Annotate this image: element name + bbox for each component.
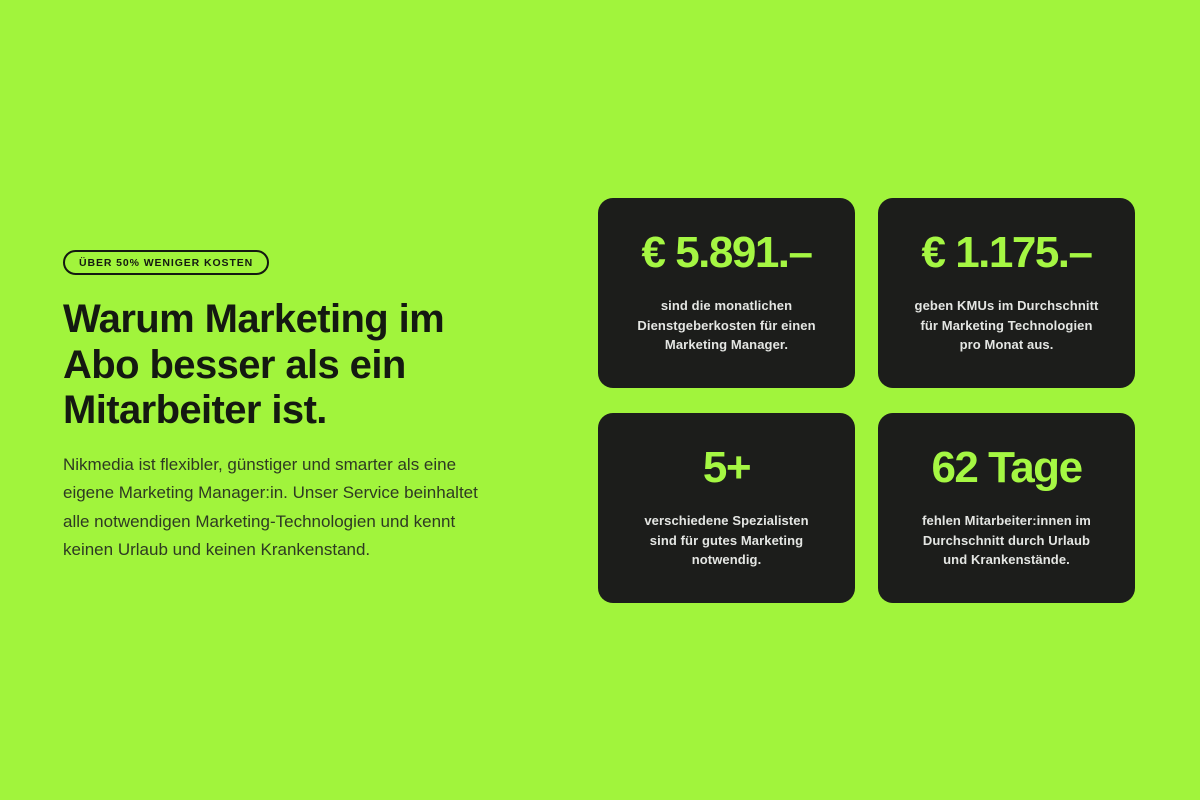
stat-description-line: Marketing Manager. bbox=[664, 337, 789, 353]
page-title-line: Warum Marketing im bbox=[63, 297, 445, 341]
stat-description-line: für Marketing Technologien bbox=[920, 317, 1093, 333]
stat-description-line: geben KMUs im Durchschnitt bbox=[914, 298, 1099, 314]
stat-description-line: sind die monatlichen bbox=[660, 298, 793, 314]
stat-description-line: Durchschnitt durch Urlaub bbox=[922, 532, 1091, 548]
stat-description-line: sind für gutes Marketing bbox=[649, 532, 804, 548]
intro-paragraph-line: Nikmedia ist flexibler, günstiger und sm… bbox=[63, 454, 457, 474]
stats-grid: € 5.891.– sind die monatlichen Dienstgeb… bbox=[598, 198, 1135, 603]
stat-value: 5+ bbox=[702, 443, 752, 493]
stat-card-specialists: 5+ verschiedene Spezialisten sind für gu… bbox=[598, 413, 855, 603]
page-title: Warum Marketing im Abo besser als ein Mi… bbox=[63, 297, 543, 434]
intro-paragraph: Nikmedia ist flexibler, günstiger und sm… bbox=[63, 451, 533, 565]
stat-value: 62 Tage bbox=[931, 443, 1083, 493]
intro-paragraph-line: alle notwendigen Marketing-Technologien … bbox=[63, 511, 456, 531]
stat-description-line: fehlen Mitarbeiter:innen im bbox=[922, 513, 1091, 529]
stat-value: € 1.175.– bbox=[921, 228, 1094, 278]
stat-description-line: pro Monat aus. bbox=[959, 337, 1054, 353]
cost-badge-label: ÜBER 50% WENIGER KOSTEN bbox=[79, 257, 254, 269]
stat-card-absence-days: 62 Tage fehlen Mitarbeiter:innen im Durc… bbox=[878, 413, 1135, 603]
stat-value: € 5.891.– bbox=[641, 228, 814, 278]
stat-description-line: verschiedene Spezialisten bbox=[644, 513, 809, 529]
intro-section: ÜBER 50% WENIGER KOSTEN Warum Marketing … bbox=[63, 250, 543, 565]
stat-description-line: Dienstgeberkosten für einen bbox=[637, 317, 816, 333]
stat-card-employer-costs: € 5.891.– sind die monatlichen Dienstgeb… bbox=[598, 198, 855, 388]
stat-description: geben KMUs im Durchschnitt für Marketing… bbox=[915, 296, 1099, 355]
page-title-line: Mitarbeiter ist. bbox=[63, 388, 327, 432]
page-title-line: Abo besser als ein bbox=[63, 342, 406, 387]
intro-paragraph-line: eigene Marketing Manager:in. Unser Servi… bbox=[63, 483, 478, 502]
cost-badge: ÜBER 50% WENIGER KOSTEN bbox=[63, 250, 270, 275]
stat-description: verschiedene Spezialisten sind für gutes… bbox=[644, 511, 808, 570]
stat-description: fehlen Mitarbeiter:innen im Durchschnitt… bbox=[922, 511, 1091, 570]
stat-description-line: und Krankenstände. bbox=[943, 552, 1070, 568]
intro-paragraph-line: keinen Urlaub und keinen Krankenstand. bbox=[63, 540, 371, 559]
stat-card-tech-spend: € 1.175.– geben KMUs im Durchschnitt für… bbox=[878, 198, 1135, 388]
stat-description: sind die monatlichen Dienstgeberkosten f… bbox=[637, 296, 815, 355]
stat-description-line: notwendig. bbox=[691, 552, 762, 568]
